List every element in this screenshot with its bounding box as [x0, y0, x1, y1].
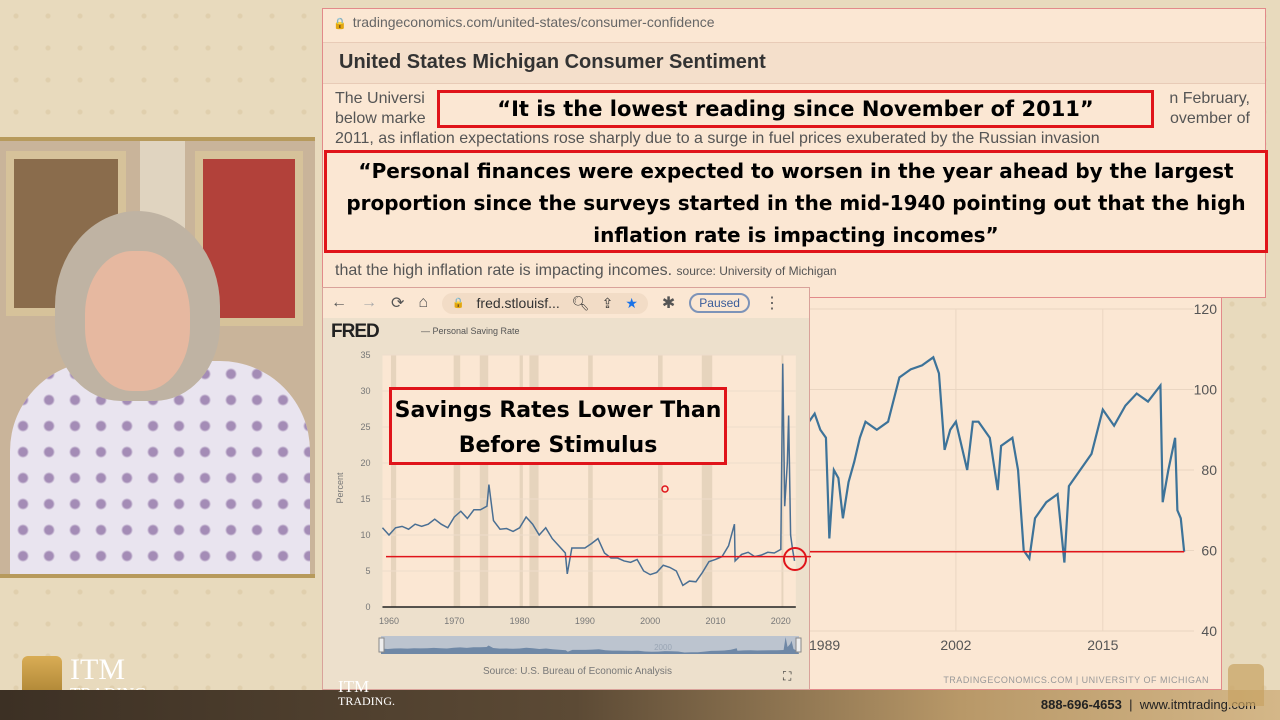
y-tick-label: 25 — [360, 422, 370, 432]
range-handle-right — [795, 637, 802, 653]
address-text: fred.stlouisf... — [476, 295, 560, 311]
browser-toolbar: ← → ⟳ ⌂ 🔒 fred.stlouisf... 🔍︎ ⇪ ★ ✱ Paus… — [323, 288, 809, 318]
zoom-icon[interactable]: 🔍︎ — [571, 294, 590, 311]
menu-icon[interactable]: ⋮ — [763, 295, 780, 312]
presenter-face — [85, 251, 190, 391]
y-tick-label: 60 — [1201, 543, 1217, 559]
recession-band — [529, 355, 539, 607]
recession-band — [519, 355, 523, 607]
recession-band — [781, 355, 784, 607]
sentiment-chart: 40 60 80 100 120 1989 2002 2015 TRADINGECONOMIC… — [808, 297, 1222, 690]
quote-line: Savings Rates Lower Than — [394, 398, 722, 423]
bookmark-star-icon[interactable]: ★ — [625, 294, 638, 311]
profile-button[interactable]: Paused — [689, 293, 750, 313]
recession-band — [588, 355, 593, 607]
logo-text: ITM — [70, 653, 125, 686]
forward-icon[interactable]: → — [361, 294, 377, 311]
y-tick-label: 80 — [1201, 462, 1217, 478]
recession-band — [479, 355, 489, 607]
text: that the high inflation rate is impactin… — [335, 262, 673, 279]
url-bar[interactable]: 🔒 tradingeconomics.com/united-states/cons… — [333, 14, 715, 30]
description: The Universi n February, below marke ovemb… — [335, 89, 1250, 281]
range-slider-label: 2000 — [654, 643, 672, 652]
itm-logo-small: ITM TRADING. — [338, 677, 395, 708]
quote-personal-finances: “Personal finances were expected to wors… — [324, 150, 1268, 253]
fred-logo: FRED — [331, 321, 380, 342]
address-bar[interactable]: 🔒 fred.stlouisf... 🔍︎ ⇪ ★ — [442, 292, 648, 314]
y-tick-label: 0 — [365, 602, 370, 612]
itm-pillar-watermark — [1228, 664, 1264, 706]
x-tick-label: 1960 — [379, 616, 399, 626]
source-text: source: University of Michigan — [676, 264, 837, 278]
text: below marke — [335, 110, 426, 127]
back-icon[interactable]: ← — [331, 294, 347, 311]
y-tick-label: 20 — [360, 458, 370, 468]
chart-source: TRADINGECONOMICS.COM | UNIVERSITY OF MIC… — [943, 675, 1209, 685]
chart-source: Source: U.S. Bureau of Economic Analysis — [483, 666, 672, 677]
x-tick-label: 2020 — [771, 616, 791, 626]
highlight-circle — [783, 547, 807, 571]
page-title: United States Michigan Consumer Sentimen… — [323, 42, 1265, 84]
chart-legend: — Personal Saving Rate — [421, 326, 520, 336]
y-tick-label: 40 — [1201, 623, 1217, 639]
y-tick-label: 5 — [365, 566, 370, 576]
recession-band — [390, 355, 397, 607]
saving-rate-chart: 0 5 10 15 20 25 30 35 1960 1970 1980 1990 2000 2010 20… — [335, 350, 811, 654]
y-tick-label: 35 — [360, 350, 370, 360]
recession-band — [701, 355, 713, 607]
y-tick-label: 100 — [1194, 382, 1218, 398]
y-tick-label: 120 — [1194, 301, 1218, 317]
presenter-video — [0, 137, 315, 578]
x-tick-label: 1989 — [809, 637, 840, 653]
range-handle-left — [378, 637, 385, 653]
cursor-dot — [661, 485, 669, 493]
x-tick-label: 2015 — [1087, 637, 1118, 653]
x-tick-label: 1990 — [575, 616, 595, 626]
text: The Universi — [335, 90, 425, 107]
quote-savings-rates: Savings Rates Lower Than Before Stimulus — [389, 387, 727, 465]
phone: 888-696-4653 — [1040, 697, 1122, 712]
sentiment-chart-svg: 40 60 80 100 120 1989 2002 2015 — [808, 301, 1218, 653]
recession-band — [453, 355, 461, 607]
home-icon[interactable]: ⌂ — [418, 294, 429, 311]
y-tick-label: 15 — [360, 494, 370, 504]
quote-lowest-reading: “It is the lowest reading since November… — [437, 90, 1154, 128]
website[interactable]: www.itmtrading.com — [1139, 697, 1256, 712]
footer-bar: 888-696-4653 | www.itmtrading.com — [0, 690, 1280, 720]
range-slider-preview — [381, 637, 799, 654]
quote-line: Before Stimulus — [458, 433, 658, 458]
x-tick-label: 1980 — [510, 616, 530, 626]
share-icon[interactable]: ⇪ — [601, 294, 614, 311]
fullscreen-icon[interactable]: ⛶ — [783, 669, 792, 683]
lock-icon: 🔒 — [333, 18, 347, 30]
profile-status: Paused — [699, 296, 740, 310]
y-tick-label: 30 — [360, 386, 370, 396]
x-tick-label: 2002 — [940, 637, 971, 653]
logo-sub: TRADING. — [338, 694, 395, 708]
y-axis-label: Percent — [335, 472, 345, 504]
contact-info: 888-696-4653 | www.itmtrading.com — [1040, 697, 1256, 712]
y-tick-label: 10 — [360, 530, 370, 540]
x-tick-label: 2010 — [705, 616, 725, 626]
fred-browser-window: ← → ⟳ ⌂ 🔒 fred.stlouisf... 🔍︎ ⇪ ★ ✱ Paus… — [322, 287, 811, 690]
logo-text: ITM — [338, 677, 370, 696]
text: ovember of — [1169, 110, 1250, 127]
sentiment-line — [808, 355, 1186, 563]
url-text: tradingeconomics.com/united-states/consu… — [352, 14, 715, 30]
text: n February, — [1169, 90, 1250, 107]
x-tick-label: 2000 — [640, 616, 660, 626]
x-tick-label: 1970 — [444, 616, 464, 626]
text: 2011, as inflation expectations rose sha… — [335, 130, 1100, 147]
extensions-icon[interactable]: ✱ — [661, 295, 676, 312]
recession-band — [658, 355, 663, 607]
saving-rate-line — [381, 363, 796, 587]
lock-icon: 🔒 — [452, 297, 465, 309]
reload-icon[interactable]: ⟳ — [391, 295, 405, 312]
